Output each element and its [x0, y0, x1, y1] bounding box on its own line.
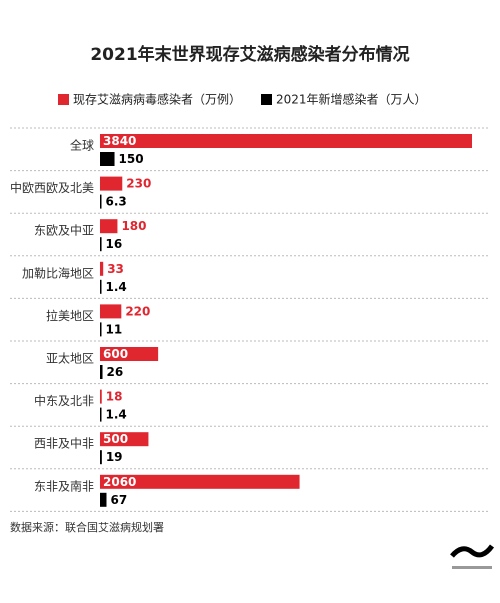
value-label: 18	[106, 390, 123, 404]
category-label: 全球	[70, 138, 94, 153]
value-label: 500	[103, 432, 128, 446]
category-label: 加勒比海地区	[22, 265, 94, 280]
bar	[100, 194, 102, 209]
value-label: 67	[110, 493, 127, 507]
value-label: 11	[106, 322, 123, 336]
value-label: 19	[106, 450, 123, 464]
bar	[100, 176, 123, 191]
category-label: 亚太地区	[46, 351, 94, 366]
category-label: 中欧西欧及北美	[10, 180, 94, 195]
legend-label: 现存艾滋病病毒感染者（万例）	[73, 92, 241, 107]
bar	[100, 389, 102, 404]
value-label: 6.3	[106, 195, 127, 209]
value-label: 2060	[103, 475, 136, 489]
bar	[100, 322, 102, 337]
value-label: 1.4	[106, 408, 127, 422]
logo	[450, 544, 495, 569]
value-label: 16	[106, 237, 123, 251]
bar	[100, 304, 122, 319]
legend-swatch	[58, 94, 69, 105]
value-label: 26	[107, 365, 124, 379]
bar	[100, 432, 149, 447]
category-label: 东非及南非	[34, 478, 94, 493]
chart-title: 2021年末世界现存艾滋病感染者分布情况	[90, 44, 409, 65]
legend-label: 2021年新增感染者（万人）	[276, 92, 427, 107]
bar	[100, 407, 102, 422]
category-label: 中东及北非	[34, 393, 94, 408]
category-label: 西非及中非	[34, 436, 94, 451]
value-label: 33	[107, 262, 124, 276]
value-label: 230	[126, 177, 151, 191]
bar	[100, 365, 103, 379]
bar	[100, 152, 115, 166]
value-label: 150	[119, 152, 144, 166]
legend-swatch	[261, 94, 272, 105]
bar	[100, 347, 159, 361]
bar	[100, 450, 102, 465]
bar	[100, 261, 104, 276]
value-label: 220	[125, 304, 150, 318]
category-label: 拉美地区	[46, 308, 94, 323]
bar	[100, 492, 107, 507]
category-label: 东欧及中亚	[34, 223, 94, 238]
value-label: 1.4	[106, 280, 127, 294]
bar	[100, 219, 118, 234]
value-label: 600	[103, 347, 128, 361]
value-label: 3840	[103, 134, 136, 148]
bar	[100, 474, 300, 489]
bar	[100, 279, 102, 294]
source: 数据来源：联合国艾滋病规划署	[10, 520, 164, 534]
bar	[100, 134, 472, 148]
value-label: 180	[121, 219, 146, 233]
bar	[100, 237, 102, 252]
